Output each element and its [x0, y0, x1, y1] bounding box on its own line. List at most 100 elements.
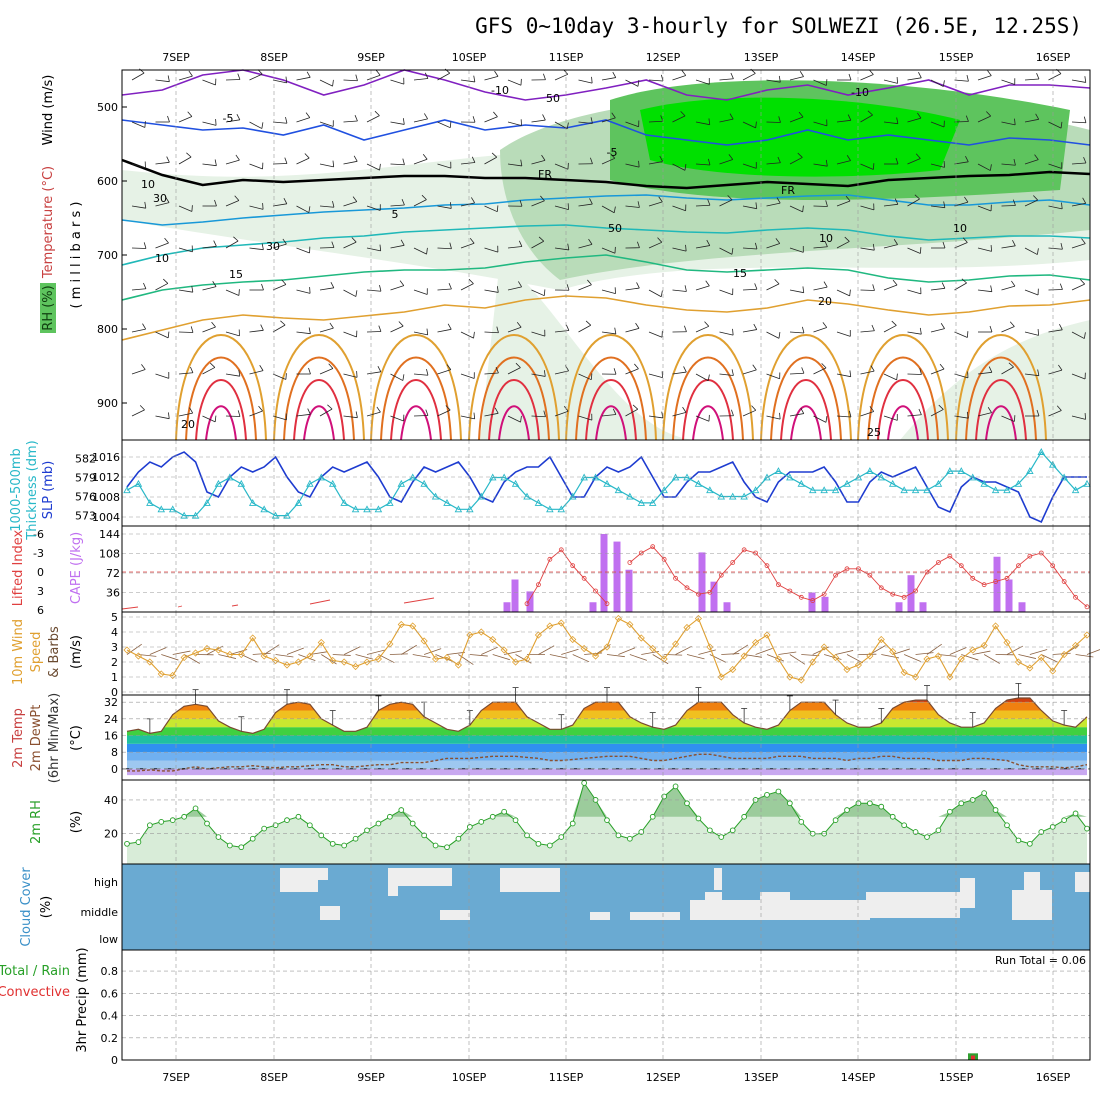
rh2m-marker: [661, 793, 667, 800]
thickness-marker: [306, 479, 314, 487]
barb-flag: [1013, 158, 1016, 166]
barb-staff: [272, 203, 287, 207]
barb-flag: [1037, 369, 1040, 376]
thickness-marker: [706, 486, 714, 494]
wind-barb: [766, 197, 781, 207]
lifted-marker: [741, 547, 747, 553]
barb-flag: [215, 78, 217, 86]
barb-staff: [366, 411, 381, 417]
barb-flag: [352, 196, 358, 202]
rh2m-area-high: [127, 783, 1087, 817]
cloud-level-label: middle: [80, 906, 118, 919]
wind-barb: [507, 281, 522, 291]
barb-staff: [554, 330, 569, 333]
barb-staff: [413, 118, 428, 123]
barb-staff: [625, 121, 639, 128]
barb-flag: [191, 205, 193, 212]
slp-side-label: SLP (mb): [41, 461, 56, 520]
wind10-barb: [446, 651, 465, 655]
wind-barb: [531, 236, 545, 249]
wind-barb: [225, 114, 241, 123]
lifted-marker: [536, 582, 541, 588]
wind-barb: [155, 412, 170, 420]
barb-flag: [285, 373, 287, 380]
barb-flag: [611, 112, 616, 119]
wind10-barb: [275, 654, 294, 658]
barb-staff: [648, 289, 662, 298]
barb-staff: [390, 373, 404, 381]
barb-staff: [907, 414, 922, 417]
wind10-barb: [755, 647, 773, 655]
wind-barb: [883, 279, 898, 291]
thickness-marker: [934, 479, 943, 487]
barb-flag: [943, 161, 945, 168]
barb-staff: [131, 369, 146, 375]
barb-flag: [704, 321, 710, 327]
barb-flag: [1058, 364, 1063, 371]
wind-barb: [249, 243, 264, 251]
barb-flag: [332, 160, 335, 167]
wind-barb: [672, 163, 687, 171]
wind-barb: [155, 75, 170, 83]
barb-staff: [249, 410, 263, 417]
lifted-marker: [718, 572, 724, 578]
barb-staff: [366, 371, 381, 375]
barb-flag: [308, 327, 311, 334]
barb-flag: [587, 279, 592, 286]
barb-flag: [494, 407, 499, 414]
wind-barb: [907, 72, 922, 81]
barb-flag: [306, 71, 311, 78]
wind-barb: [836, 195, 851, 207]
barb-staff: [296, 289, 311, 294]
barb-flag: [938, 404, 944, 410]
cape-bar: [919, 602, 927, 612]
wind10-marker: [397, 620, 405, 629]
wind-barb: [719, 113, 734, 123]
wind-barb: [460, 331, 475, 339]
contour-35-arch: [195, 379, 247, 441]
contour-25-arch: [370, 334, 462, 441]
lifted-marker: [810, 598, 816, 603]
barb-staff: [390, 415, 404, 422]
barb-staff: [1001, 163, 1016, 166]
wind-barb: [366, 406, 381, 417]
wind-barb: [225, 329, 240, 337]
cape-bar: [723, 602, 731, 612]
barb-flag: [144, 201, 147, 209]
wind-barb: [672, 366, 687, 375]
barb-flag: [990, 285, 993, 292]
cape-tick-label: 36: [106, 587, 120, 600]
top-date-label: 10SEP: [452, 51, 487, 64]
wind-barb: [437, 202, 452, 209]
wind-barb: [625, 282, 640, 291]
dewpt-line: [127, 753, 1088, 772]
barb-flag: [685, 244, 687, 252]
wind10-marker: [500, 646, 508, 654]
wind-barb: [695, 118, 711, 126]
wind10-marker: [580, 644, 588, 653]
rh2m-marker: [935, 827, 942, 834]
wind-barb: [578, 76, 593, 84]
barb-staff: [413, 78, 428, 81]
contour-25-arch: [175, 334, 267, 441]
wind-barb: [1071, 331, 1086, 339]
barb-flag: [612, 408, 617, 415]
lifted-marker: [890, 591, 896, 597]
thickness-marker: [843, 479, 851, 487]
barb-staff: [860, 247, 875, 251]
wind-barb: [930, 282, 946, 291]
wind-barb: [907, 287, 922, 295]
barb-staff: [437, 247, 452, 250]
barb-flag: [399, 280, 405, 286]
wind-barb: [296, 246, 311, 254]
wind-barb: [860, 406, 875, 417]
top-date-label: 16SEP: [1036, 51, 1071, 64]
lifted-tick-label: -6: [33, 528, 44, 541]
barb-staff: [319, 79, 333, 87]
barb-flag: [331, 241, 335, 248]
barb-flag: [777, 156, 781, 163]
wind-barb: [1048, 202, 1063, 210]
barb-staff: [860, 370, 875, 375]
wind-barb: [1048, 364, 1063, 375]
barb-staff: [484, 372, 499, 375]
